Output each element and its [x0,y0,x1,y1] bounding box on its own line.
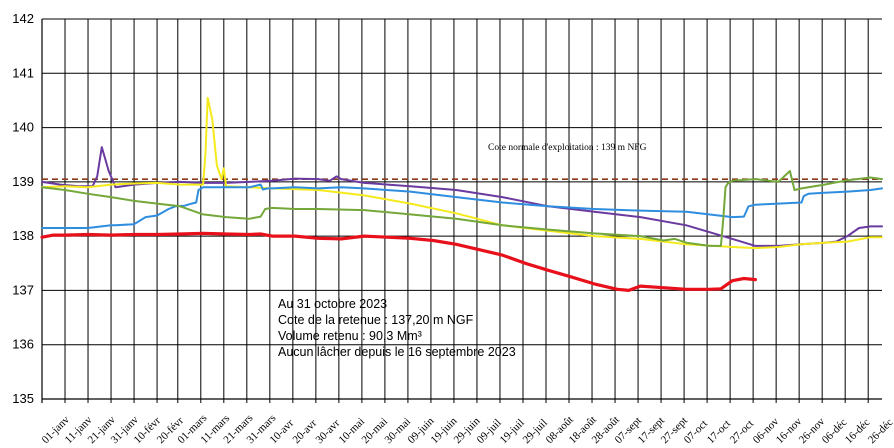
y-tick-label: 141 [12,65,34,80]
reference-line-label: Cote normale d'exploitation : 139 m NFG [488,143,647,153]
x-tick-label: 19-juil [498,417,527,446]
annotation: Au 31 octobre 2023 Cote de la retenue : 1… [278,297,516,359]
x-axis-ticks: 01-janv11-janv21-janv31-janv10-févr20-fé… [40,399,894,446]
y-tick-label: 140 [12,120,34,135]
series-line-4 [41,170,883,247]
y-tick-label: 137 [12,282,34,297]
annotation-line: Volume retenu : 90,3 Mm³ [278,329,422,343]
series-line-1 [41,146,883,247]
annotation-line: Aucun lâcher depuis le 16 septembre 2023 [278,345,516,359]
y-tick-label: 136 [12,337,34,352]
x-tick-label: 06-déc [820,416,850,446]
grid [41,18,882,403]
series-line-2 [41,96,883,250]
x-tick-label: 27-oct [728,418,756,446]
y-tick-label: 138 [12,228,34,243]
y-tick-label: 135 [12,391,34,406]
series-line-5 [40,231,758,292]
x-tick-label: 16-déc [843,416,873,446]
y-tick-label: 142 [12,11,34,26]
annotation-line: Au 31 octobre 2023 [278,297,387,311]
x-tick-label: 29-juil [521,417,550,446]
y-axis-ticks: 135 136 137 138 139 140 141 142 [12,11,34,406]
x-tick-label: 30-avr [313,417,342,446]
annotation-line: Cote de la retenue : 137,20 m NGF [278,313,474,327]
x-tick-label: 26-déc [866,416,894,446]
x-tick-label: 20-avr [290,417,319,446]
x-tick-label: 17-oct [705,418,733,446]
y-tick-label: 139 [12,174,34,189]
series-lines [40,96,883,292]
series-line-3 [41,183,883,229]
